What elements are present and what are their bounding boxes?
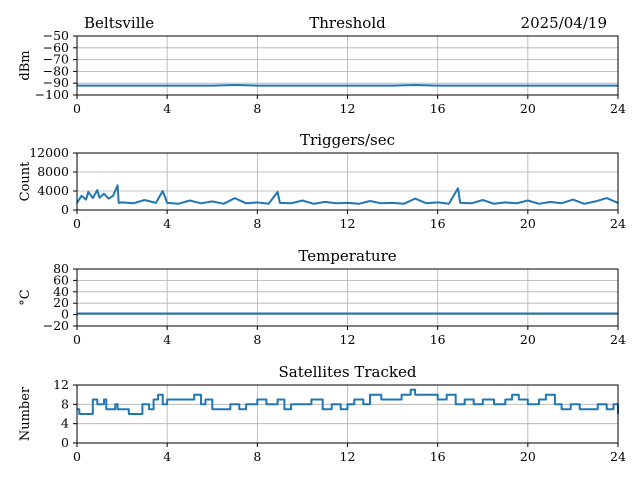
chart-panel-2: 0 4 8 12 16 20 24 0 4000 8000 12000 Triggers/sec Cou… (18, 131, 626, 231)
y-tick-label: −100 (35, 87, 69, 102)
x-tick-label: 8 (253, 101, 261, 116)
y-tick-label: 40 (53, 284, 69, 299)
y-tick-label: −50 (43, 28, 69, 43)
x-tick-label: 24 (610, 101, 626, 116)
chart-title: Temperature (298, 247, 396, 265)
x-tick-label: 8 (253, 332, 261, 347)
y-tick-label: 0 (61, 202, 69, 217)
x-tick-label: 0 (73, 449, 81, 464)
date-label: 2025/04/19 (521, 14, 607, 32)
chart-title: Satellites Tracked (279, 363, 417, 381)
x-tick-label: 20 (520, 449, 536, 464)
series-line (77, 388, 619, 415)
y-tick-label: −70 (43, 52, 69, 67)
y-tick-label: 8000 (37, 164, 69, 179)
x-tick-label: 4 (163, 101, 171, 116)
y-tick-label: 4000 (37, 183, 69, 198)
x-tick-label: 4 (163, 449, 171, 464)
x-tick-label: 24 (610, 449, 626, 464)
panels: 0 4 8 12 16 20 24 −100−90−80−70−60−50 Threshold d… (18, 14, 626, 464)
x-tick-label: 20 (520, 101, 536, 116)
x-tick-label: 0 (73, 216, 81, 231)
y-tick-label: −20 (43, 318, 69, 333)
x-tick-label: 16 (430, 101, 446, 116)
y-tick-label: 4 (61, 416, 69, 431)
y-tick-label: 8 (61, 396, 69, 411)
x-tick-label: 12 (340, 216, 356, 231)
y-axis-label: Number (18, 386, 33, 441)
y-tick-label: −80 (43, 63, 69, 78)
y-tick-label: 60 (53, 272, 69, 287)
x-tick-label: 0 (73, 101, 81, 116)
y-axis-label: dBm (18, 50, 33, 80)
x-tick-label: 20 (520, 216, 536, 231)
x-tick-label: 16 (430, 449, 446, 464)
x-tick-label: 4 (163, 332, 171, 347)
x-tick-label: 12 (340, 449, 356, 464)
x-tick-label: 8 (253, 449, 261, 464)
chart-title: Threshold (309, 14, 386, 32)
chart-title: Triggers/sec (300, 131, 395, 149)
x-tick-label: 12 (340, 101, 356, 116)
y-tick-label: −90 (43, 75, 69, 90)
x-tick-label: 12 (340, 332, 356, 347)
x-tick-label: 0 (73, 332, 81, 347)
y-tick-label: 20 (53, 295, 69, 310)
station-label: Beltsville (84, 14, 154, 32)
y-tick-label: 12 (53, 377, 69, 392)
y-tick-label: 0 (61, 435, 69, 450)
series-line (77, 84, 618, 87)
y-tick-label: 80 (53, 261, 69, 276)
y-tick-label: 0 (61, 307, 69, 322)
chart-panel-4: 0 4 8 12 16 20 24 0 4 8 12 Satellites Tracked Number (18, 363, 626, 464)
y-axis-label: Count (18, 161, 33, 202)
y-tick-label: 12000 (29, 145, 69, 160)
x-tick-label: 16 (430, 216, 446, 231)
series-line (76, 184, 619, 205)
chart-panel-1: 0 4 8 12 16 20 24 −100−90−80−70−60−50 Threshold d… (18, 14, 626, 116)
x-tick-label: 4 (163, 216, 171, 231)
x-tick-label: 24 (610, 216, 626, 231)
x-tick-label: 20 (520, 332, 536, 347)
x-tick-label: 24 (610, 332, 626, 347)
y-tick-label: −60 (43, 40, 69, 55)
x-tick-label: 8 (253, 216, 261, 231)
y-axis-label: °C (18, 289, 33, 306)
x-tick-label: 16 (430, 332, 446, 347)
